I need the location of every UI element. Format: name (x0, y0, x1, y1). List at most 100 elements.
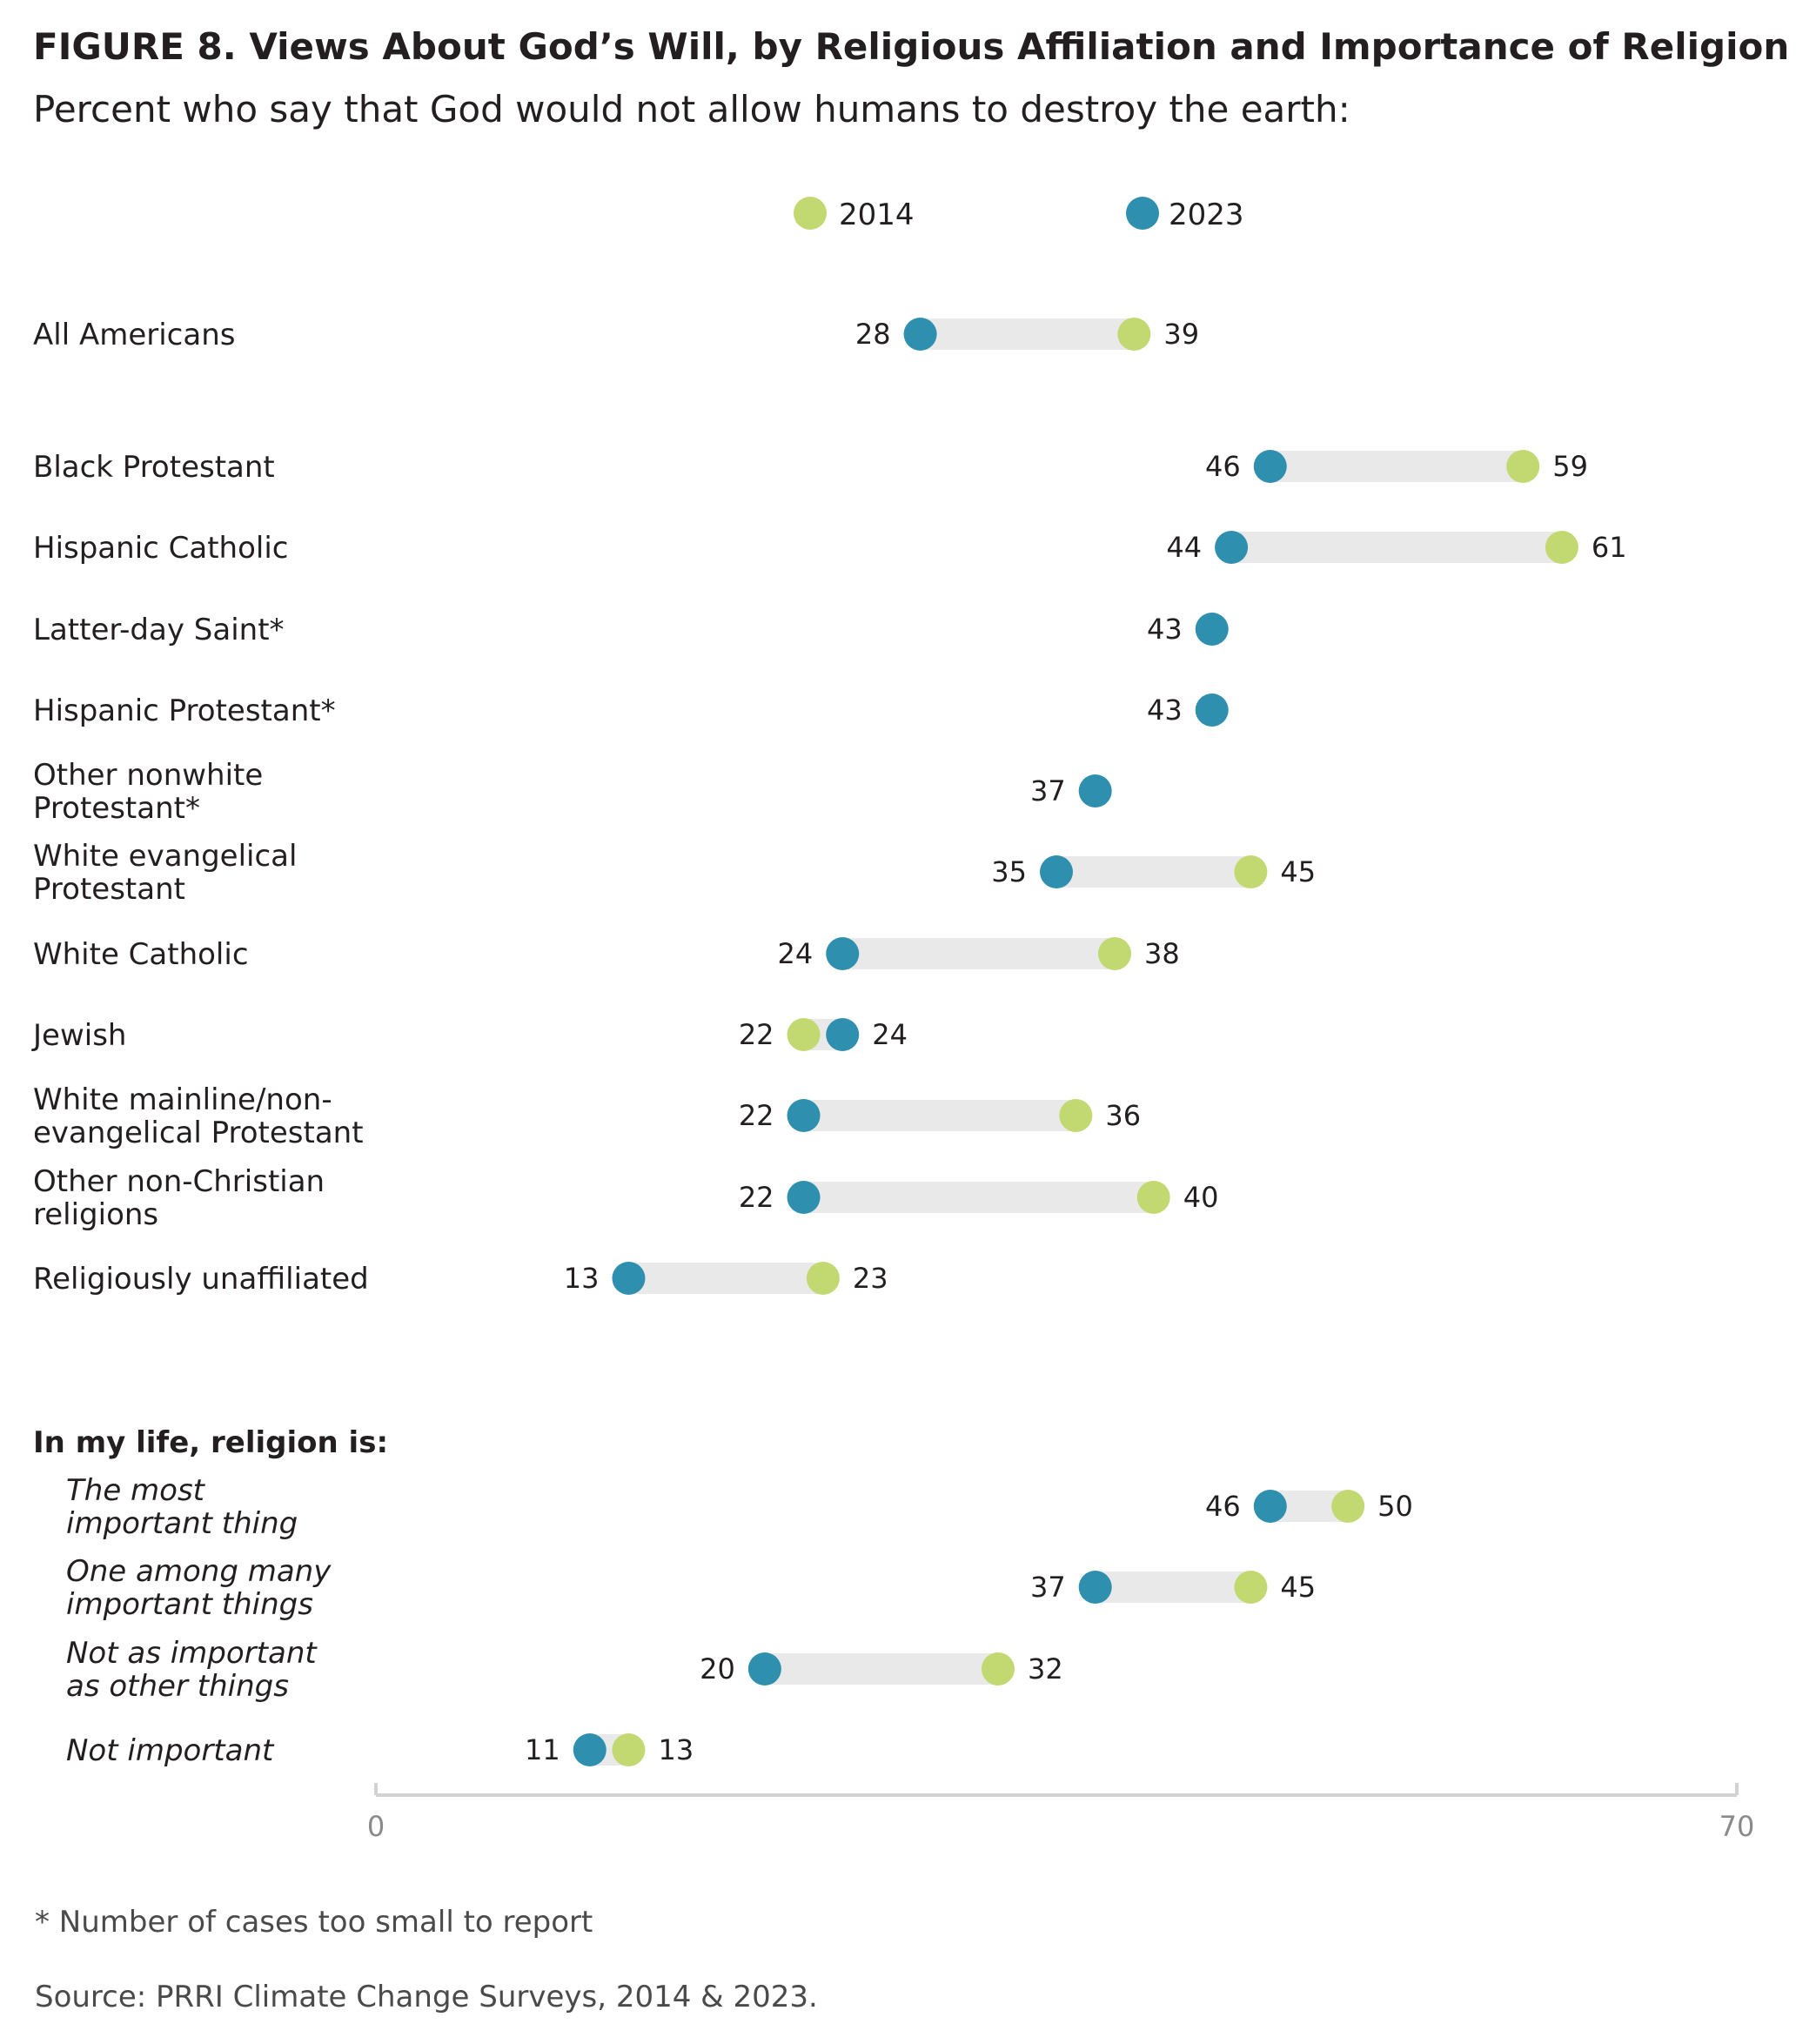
point-2023 (573, 1733, 606, 1766)
point-2023 (1195, 694, 1229, 727)
category-label: All Americans (33, 318, 235, 352)
category-label: evangelical Protestant (33, 1116, 364, 1150)
category-label: The most (66, 1473, 206, 1508)
point-2023 (787, 1181, 821, 1214)
value-label-2023: 11 (525, 1733, 560, 1766)
range-bar (628, 1263, 823, 1294)
range-bar (920, 318, 1135, 350)
point-2023 (1253, 450, 1287, 483)
legend-marker-2014 (794, 197, 827, 230)
value-label-2014: 13 (658, 1733, 694, 1766)
category-label: Protestant (33, 872, 185, 907)
range-bar (1231, 532, 1562, 563)
value-label-2014: 39 (1163, 318, 1199, 351)
point-2023 (1253, 1490, 1287, 1523)
value-label-2023: 35 (991, 855, 1027, 888)
point-2023 (787, 1099, 821, 1132)
range-bar (764, 1653, 998, 1685)
point-2014 (787, 1018, 821, 1051)
category-label: as other things (66, 1669, 289, 1704)
category-label: White mainline/non- (33, 1082, 332, 1117)
value-label-2023: 37 (1030, 1571, 1066, 1604)
point-2023 (826, 937, 860, 970)
value-label-2014: 23 (853, 1262, 888, 1295)
value-label-2014: 36 (1105, 1099, 1141, 1132)
point-2023 (747, 1652, 781, 1685)
category-label: important things (66, 1587, 313, 1622)
category-label: Hispanic Catholic (33, 531, 288, 566)
legend-label-2014: 2014 (839, 198, 915, 232)
footnote: * Number of cases too small to report (35, 1905, 593, 1940)
value-label-2023: 22 (739, 1099, 774, 1132)
category-label: Not important (66, 1733, 275, 1768)
chart-title: FIGURE 8. Views About God’s Will, by Rel… (33, 25, 1789, 68)
legend-label-2023: 2023 (1169, 198, 1244, 232)
point-2014 (1136, 1181, 1170, 1214)
point-2023 (612, 1262, 646, 1295)
point-2014 (1059, 1099, 1093, 1132)
range-bar (1270, 451, 1524, 482)
category-label: Other nonwhite (33, 758, 263, 793)
point-2023 (903, 318, 937, 351)
source-note: Source: PRRI Climate Change Surveys, 201… (35, 1980, 818, 2014)
value-label-2023: 46 (1205, 450, 1241, 483)
x-axis: 0 70 (367, 1783, 1755, 1843)
category-label: Black Protestant (33, 450, 275, 485)
value-labels: 28 39 46 59 44 61 43 43 37 35 45 24 38 22 24 22 36 22 40 13… (525, 318, 1627, 1766)
value-label-2014: 59 (1552, 450, 1588, 483)
x-tick-label: 70 (1719, 1810, 1755, 1843)
category-label: Other non-Christian (33, 1164, 325, 1199)
range-bar (803, 1182, 1154, 1213)
category-labels: In my life, religion is: All Americans Bla… (31, 318, 388, 1768)
point-2014 (1117, 318, 1151, 351)
category-label: Hispanic Protestant* (33, 694, 336, 728)
legend-marker-2023 (1126, 197, 1159, 230)
point-2014 (981, 1652, 1015, 1685)
x-tick-label: 0 (367, 1810, 385, 1843)
point-2014 (1098, 937, 1132, 970)
legend: 2014 2023 (794, 197, 1244, 232)
value-label-2023: 24 (778, 937, 814, 970)
value-label-2014: 50 (1377, 1490, 1413, 1523)
range-bars (589, 318, 1562, 1766)
category-label: religions (33, 1197, 158, 1232)
point-2023 (1215, 531, 1249, 564)
section-heading: In my life, religion is: (33, 1425, 388, 1460)
point-2023 (1078, 774, 1112, 808)
point-2023 (1195, 613, 1229, 646)
range-bar (842, 938, 1116, 969)
point-2023 (826, 1018, 860, 1051)
value-label-2023: 46 (1205, 1490, 1241, 1523)
value-label-2014: 45 (1280, 855, 1316, 888)
chart-subtitle: Percent who say that God would not allow… (33, 88, 1350, 131)
value-label-2014: 61 (1592, 531, 1627, 564)
data-points (573, 318, 1578, 1766)
value-label-2014: 40 (1183, 1181, 1219, 1214)
category-label: White Catholic (33, 937, 249, 972)
value-label-2023: 43 (1147, 613, 1183, 646)
range-bar (1095, 1572, 1251, 1603)
category-label: Religiously unaffiliated (33, 1262, 369, 1297)
value-label-2023: 28 (855, 318, 891, 351)
value-label-2023: 20 (700, 1652, 735, 1685)
category-label: Jewish (31, 1018, 126, 1053)
value-label-2023: 22 (739, 1181, 774, 1214)
value-label-2023: 44 (1166, 531, 1202, 564)
category-label: important thing (66, 1506, 298, 1541)
value-label-2023: 37 (1030, 774, 1066, 808)
range-bar (1056, 856, 1251, 888)
point-2014 (1234, 855, 1268, 888)
point-2014 (1234, 1571, 1268, 1604)
value-label-2014: 45 (1280, 1571, 1316, 1604)
point-2023 (1078, 1571, 1112, 1604)
value-label-2023: 13 (564, 1262, 600, 1295)
category-label: Protestant* (33, 791, 200, 826)
value-label-2023: 43 (1147, 694, 1183, 727)
point-2014 (1331, 1490, 1365, 1523)
point-2014 (806, 1262, 840, 1295)
point-2014 (1506, 450, 1540, 483)
value-label-2014: 22 (739, 1018, 774, 1051)
category-label: White evangelical (33, 839, 297, 874)
